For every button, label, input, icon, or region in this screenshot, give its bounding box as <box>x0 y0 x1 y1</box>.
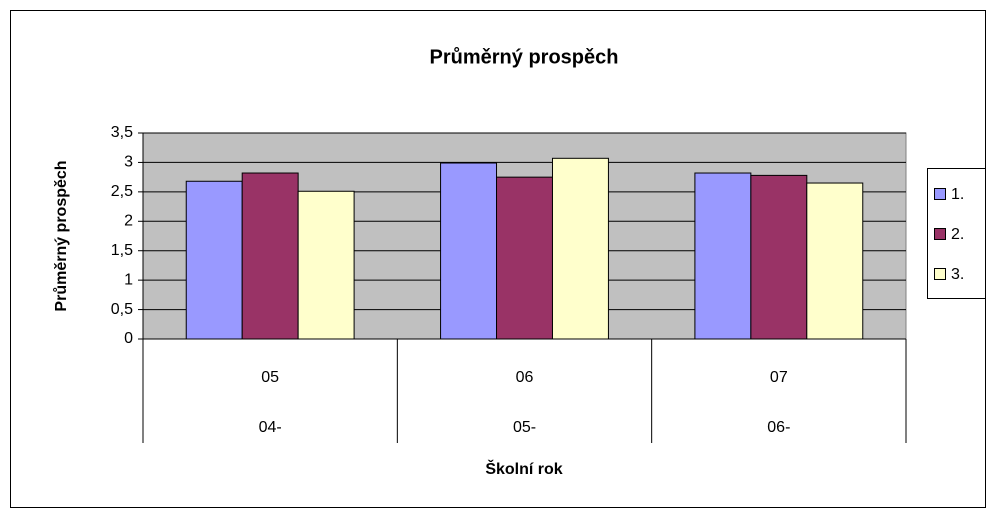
legend-swatch <box>934 188 946 200</box>
chart-title: Průměrný prospěch <box>430 46 619 68</box>
bar <box>750 174 808 340</box>
bar <box>185 180 243 340</box>
bar <box>694 172 752 340</box>
legend-label: 1. <box>951 186 964 203</box>
bar <box>241 172 299 340</box>
y-tick-label: 3 <box>124 154 133 171</box>
y-tick-label: 2 <box>124 213 133 230</box>
legend-swatch <box>934 228 946 240</box>
bar <box>551 157 609 340</box>
x-group-label: 06- <box>767 419 790 436</box>
y-tick-label: 0 <box>124 330 133 347</box>
bar <box>496 176 553 340</box>
y-tick-label: 2,5 <box>111 183 133 200</box>
y-axis-title: Průměrný prospěch <box>53 160 70 311</box>
x-group-label: 05- <box>513 419 536 436</box>
bar <box>806 182 864 340</box>
y-tick-label: 1 <box>124 271 133 288</box>
bar <box>440 162 498 340</box>
bar <box>297 190 355 340</box>
legend-swatch <box>934 268 946 280</box>
x-tick-label: 07 <box>770 369 788 386</box>
y-tick-label: 3,5 <box>111 124 133 141</box>
y-tick-label: 0,5 <box>111 301 133 318</box>
x-tick-label: 05 <box>261 369 279 386</box>
y-tick-label: 1,5 <box>111 242 133 259</box>
legend-label: 2. <box>951 226 964 243</box>
x-axis-title: Školní rok <box>485 459 562 478</box>
x-tick-label: 06 <box>516 369 534 386</box>
x-group-label: 04- <box>259 419 282 436</box>
legend-label: 3. <box>951 266 964 283</box>
